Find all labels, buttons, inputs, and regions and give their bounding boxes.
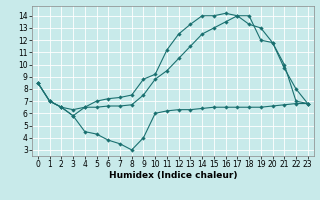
X-axis label: Humidex (Indice chaleur): Humidex (Indice chaleur) xyxy=(108,171,237,180)
